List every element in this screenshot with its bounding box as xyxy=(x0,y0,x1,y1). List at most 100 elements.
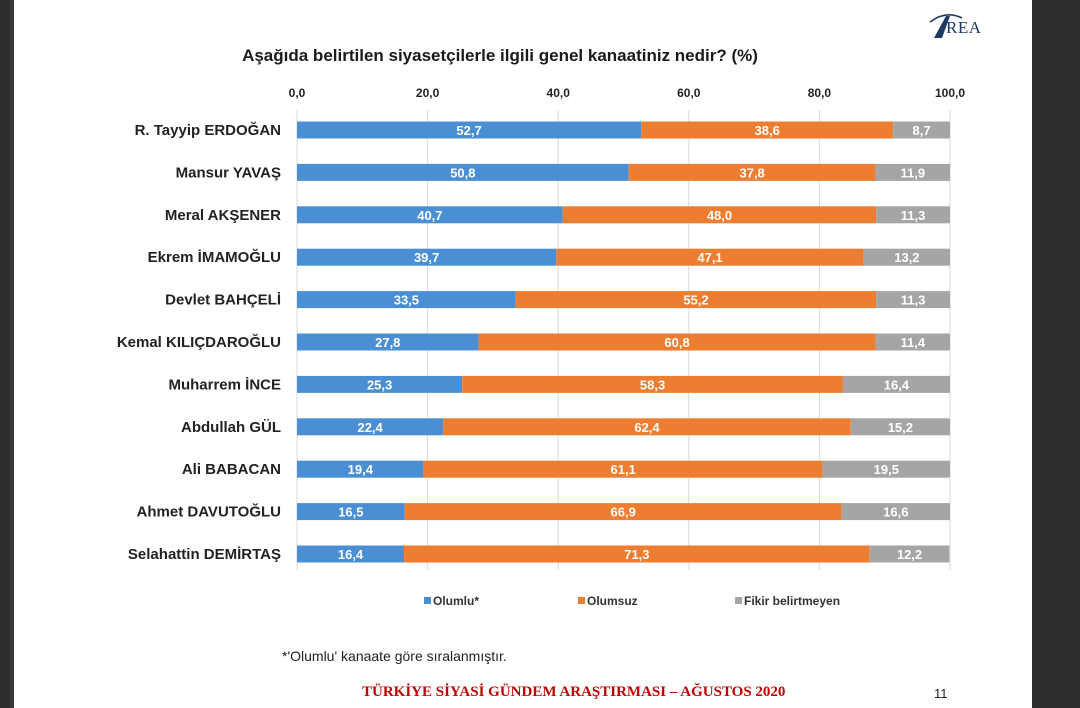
bar-segment xyxy=(404,545,870,563)
bar-segment xyxy=(863,248,950,266)
x-axis-ticks: 0,0 20,0 40,0 60,0 80,0 100,0 xyxy=(289,86,966,100)
bar-segment xyxy=(869,545,950,563)
data-label: 11,3 xyxy=(901,293,926,308)
x-tick-label: 60,0 xyxy=(677,86,701,100)
data-label: 16,4 xyxy=(884,377,910,392)
data-label: 25,3 xyxy=(367,377,392,392)
category-label: Muharrem İNCE xyxy=(168,376,281,393)
bar-segment xyxy=(875,333,950,351)
legend-swatch xyxy=(578,597,585,604)
legend-label: Fikir belirtmeyen xyxy=(744,594,840,608)
bar-segment xyxy=(297,418,444,436)
category-label: Mansur YAVAŞ xyxy=(176,164,281,181)
x-tick-label: 100,0 xyxy=(935,86,965,100)
data-label: 62,4 xyxy=(634,420,660,435)
category-label: Ali BABACAN xyxy=(182,461,281,478)
x-tick-label: 40,0 xyxy=(547,86,571,100)
category-labels: R. Tayyip ERDOĞAN Mansur YAVAŞ Meral AKŞEN… xyxy=(117,121,281,563)
bars: 52,7 38,6 8,7 50,8 37,8 11,9 40,7 48,0 11,3 39,7 4… xyxy=(297,121,950,563)
category-label: Meral AKŞENER xyxy=(165,207,281,224)
data-label: 16,6 xyxy=(883,505,908,520)
data-label: 48,0 xyxy=(707,208,732,223)
data-label: 47,1 xyxy=(697,250,722,265)
category-label: Ahmet DAVUTOĞLU xyxy=(137,503,281,521)
bar-segment xyxy=(515,291,877,309)
legend-swatch xyxy=(424,597,431,604)
legend-swatch xyxy=(735,597,742,604)
bar-segment xyxy=(297,545,405,563)
bar-segment xyxy=(641,121,894,139)
data-label: 19,5 xyxy=(874,462,899,477)
data-label: 16,4 xyxy=(338,547,364,562)
bar-segment xyxy=(556,248,864,266)
bar-segment xyxy=(297,503,405,521)
data-label: 11,4 xyxy=(900,335,925,350)
bar-segment xyxy=(297,206,563,224)
data-label: 58,3 xyxy=(640,377,665,392)
data-label: 22,4 xyxy=(357,420,383,435)
data-label: 61,1 xyxy=(611,462,636,477)
slide xyxy=(14,0,1032,708)
bar-segment xyxy=(841,503,950,521)
bar-segment xyxy=(423,460,823,478)
data-label: 15,2 xyxy=(888,420,913,435)
bar-segment xyxy=(462,375,843,393)
logo-text: REA xyxy=(946,18,982,37)
data-label: 55,2 xyxy=(683,293,708,308)
viewer-left-edge xyxy=(0,0,10,708)
bar-segment xyxy=(850,418,950,436)
x-tick-label: 0,0 xyxy=(289,86,306,100)
bar-segment xyxy=(876,291,950,309)
data-label: 19,4 xyxy=(348,462,374,477)
data-label: 66,9 xyxy=(611,505,636,520)
bar-segment xyxy=(842,375,950,393)
category-label: Selahattin DEMİRTAŞ xyxy=(128,546,281,563)
x-tick-label: 20,0 xyxy=(416,86,440,100)
category-label: Kemal KILIÇDAROĞLU xyxy=(117,333,281,351)
legend-label: Olumlu* xyxy=(433,594,479,608)
x-tick-label: 80,0 xyxy=(808,86,832,100)
viewer-right-edge xyxy=(1032,0,1080,708)
data-label: 52,7 xyxy=(456,123,481,138)
bar-segment xyxy=(876,206,950,224)
area-logo-icon xyxy=(929,14,963,38)
bar-segment xyxy=(297,248,557,266)
legend: Olumlu* Olumsuz Fikir belirtmeyen xyxy=(424,594,840,608)
bar-segment xyxy=(443,418,851,436)
footnote: *'Olumlu' kanaate göre sıralanmıştır. xyxy=(282,648,507,664)
footer-title: TÜRKİYE SİYASİ GÜNDEM ARAŞTIRMASI – AĞUS… xyxy=(362,684,786,700)
bar-segment xyxy=(822,460,950,478)
data-label: 38,6 xyxy=(755,123,780,138)
data-label: 11,9 xyxy=(900,165,925,180)
bar-segment xyxy=(297,375,463,393)
data-label: 71,3 xyxy=(624,547,649,562)
data-label: 37,8 xyxy=(739,165,764,180)
data-label: 40,7 xyxy=(417,208,442,223)
bar-segment xyxy=(297,163,629,181)
bar-segment xyxy=(297,291,516,309)
bar-segment xyxy=(875,163,950,181)
bar-segment xyxy=(562,206,877,224)
bar-segment xyxy=(628,163,876,181)
bar-segment xyxy=(297,121,642,139)
data-label: 13,2 xyxy=(894,250,919,265)
data-label: 16,5 xyxy=(338,505,363,520)
bar-segment xyxy=(297,333,479,351)
bar-segment xyxy=(893,121,950,139)
data-label: 8,7 xyxy=(913,123,931,138)
category-label: R. Tayyip ERDOĞAN xyxy=(135,121,281,139)
data-label: 39,7 xyxy=(414,250,439,265)
data-label: 12,2 xyxy=(897,547,922,562)
legend-label: Olumsuz xyxy=(587,594,638,608)
bar-segment xyxy=(478,333,876,351)
data-label: 50,8 xyxy=(450,165,475,180)
data-label: 27,8 xyxy=(375,335,400,350)
data-label: 60,8 xyxy=(664,335,689,350)
page-number: 11 xyxy=(934,686,948,701)
bar-segment xyxy=(404,503,842,521)
category-label: Abdullah GÜL xyxy=(181,419,281,436)
bar-segment xyxy=(297,460,424,478)
chart-title: Aşağıda belirtilen siyasetçilerle ilgili… xyxy=(242,46,758,65)
category-label: Ekrem İMAMOĞLU xyxy=(148,248,281,266)
